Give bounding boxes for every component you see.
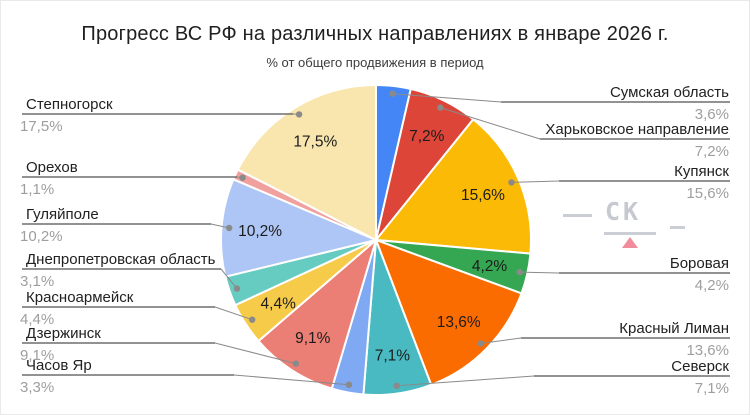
callout-leader-line (511, 180, 560, 183)
callout-dot (295, 111, 303, 118)
callout-11: Орехов 1,1% (20, 159, 246, 198)
watermark-logo-text: СК (605, 197, 642, 226)
callout-slice-percent: 1,1% (20, 181, 54, 198)
callout-leader-line (233, 374, 349, 386)
pie-slice-12[interactable] (236, 84, 377, 241)
callout-8: Красноармейск 4,4% (20, 289, 256, 328)
callout-slice-percent: 7,2% (695, 143, 729, 160)
callout-dot (477, 340, 484, 347)
callout-leader-line (440, 107, 541, 140)
callout-5: Северск 7,1% (393, 358, 730, 397)
slice-value-label: 10,2% (238, 223, 282, 240)
chart-title: Прогресс ВС РФ на различных направлениях… (81, 23, 669, 45)
callout-dot (249, 316, 256, 323)
pie-slice-7[interactable] (257, 239, 377, 390)
callout-slice-percent: 15,6% (686, 185, 729, 202)
callout-slice-percent: 4,2% (695, 277, 729, 294)
pie-slice-2[interactable] (375, 118, 532, 255)
callout-slice-percent: 7,1% (695, 380, 729, 397)
callout-slice-name: Степногорск (26, 96, 113, 113)
callout-dot (292, 360, 300, 367)
callout-6: Часов Яр 3,3% (20, 357, 353, 396)
callout-slice-name: Харьковское направление (545, 121, 729, 138)
slice-value-label: 7,2% (409, 128, 445, 145)
callout-7: Дзержинск 9,1% (20, 325, 300, 367)
callout-slice-percent: 13,6% (686, 342, 729, 359)
callout-12: Степногорск 17,5% (20, 96, 303, 135)
slice-value-label: 13,6% (437, 314, 481, 331)
callout-leader-line (214, 342, 297, 365)
callout-slice-percent: 17,5% (20, 118, 63, 135)
callout-slice-name: Красноармейск (26, 289, 134, 306)
callout-slice-name: Купянск (674, 163, 729, 180)
callout-leader-line (220, 268, 238, 289)
callout-3: Боровая 4,2% (516, 255, 730, 294)
callout-slice-name: Часов Яр (26, 357, 92, 374)
callout-10: Гуляйполе 10,2% (20, 206, 233, 245)
slice-value-label: 17,5% (293, 133, 337, 150)
callout-slice-percent: 4,4% (20, 311, 54, 328)
slice-value-label: 15,6% (461, 187, 505, 204)
watermark-triangle-icon (622, 237, 638, 248)
callout-dot (226, 224, 233, 232)
callout-slice-percent: 3,6% (695, 106, 729, 123)
chart-subtitle: % от общего продвижения в период (266, 55, 484, 70)
slice-value-label: 4,2% (472, 258, 508, 275)
callout-dot (393, 382, 400, 389)
callout-leader-line (480, 337, 522, 344)
callout-slice-name: Боровая (670, 255, 729, 272)
callout-dot (345, 381, 353, 388)
callout-dot (516, 268, 523, 276)
watermark-dash-right-icon (670, 226, 685, 229)
callout-1: Харьковское направление 7,2% (437, 104, 730, 160)
callout-9: Днепропетровская область 3,1% (20, 251, 241, 292)
callout-0: Сумская область 3,6% (389, 84, 730, 123)
callout-leader-line (392, 93, 502, 103)
callout-slice-name: Красный Лиман (619, 320, 729, 337)
callout-slice-name: Орехов (26, 159, 78, 176)
callout-slice-name: Днепропетровская область (26, 251, 216, 268)
pie-slice-4[interactable] (375, 239, 523, 386)
callout-4: Красный Лиман 13,6% (477, 320, 730, 359)
callout-slice-name: Северск (671, 358, 729, 375)
watermark-underline (604, 232, 656, 235)
callout-slice-name: Дзержинск (26, 325, 101, 342)
callout-slice-percent: 10,2% (20, 228, 63, 245)
callout-slice-name: Гуляйполе (26, 206, 99, 223)
callout-dot (239, 174, 246, 181)
callout-slice-percent: 9,1% (20, 347, 54, 364)
slice-value-label: 4,4% (261, 295, 297, 312)
slice-value-label: 7,1% (375, 348, 411, 365)
callout-2: Купянск 15,6% (508, 163, 730, 202)
watermark-logo: СК (558, 197, 690, 255)
watermark-dash-left-icon (563, 214, 592, 217)
callout-dot (508, 179, 515, 186)
callout-leader-line (396, 375, 535, 387)
callout-leader-line (519, 271, 560, 274)
callout-dot (233, 285, 241, 292)
callout-dot (437, 104, 444, 111)
slice-value-label: 9,1% (295, 330, 331, 347)
callout-slice-name: Сумская область (610, 84, 729, 101)
callout-slice-percent: 3,1% (20, 273, 54, 290)
callout-leader-line (214, 306, 253, 321)
callout-slice-percent: 3,3% (20, 379, 54, 396)
callout-dot (389, 90, 396, 97)
